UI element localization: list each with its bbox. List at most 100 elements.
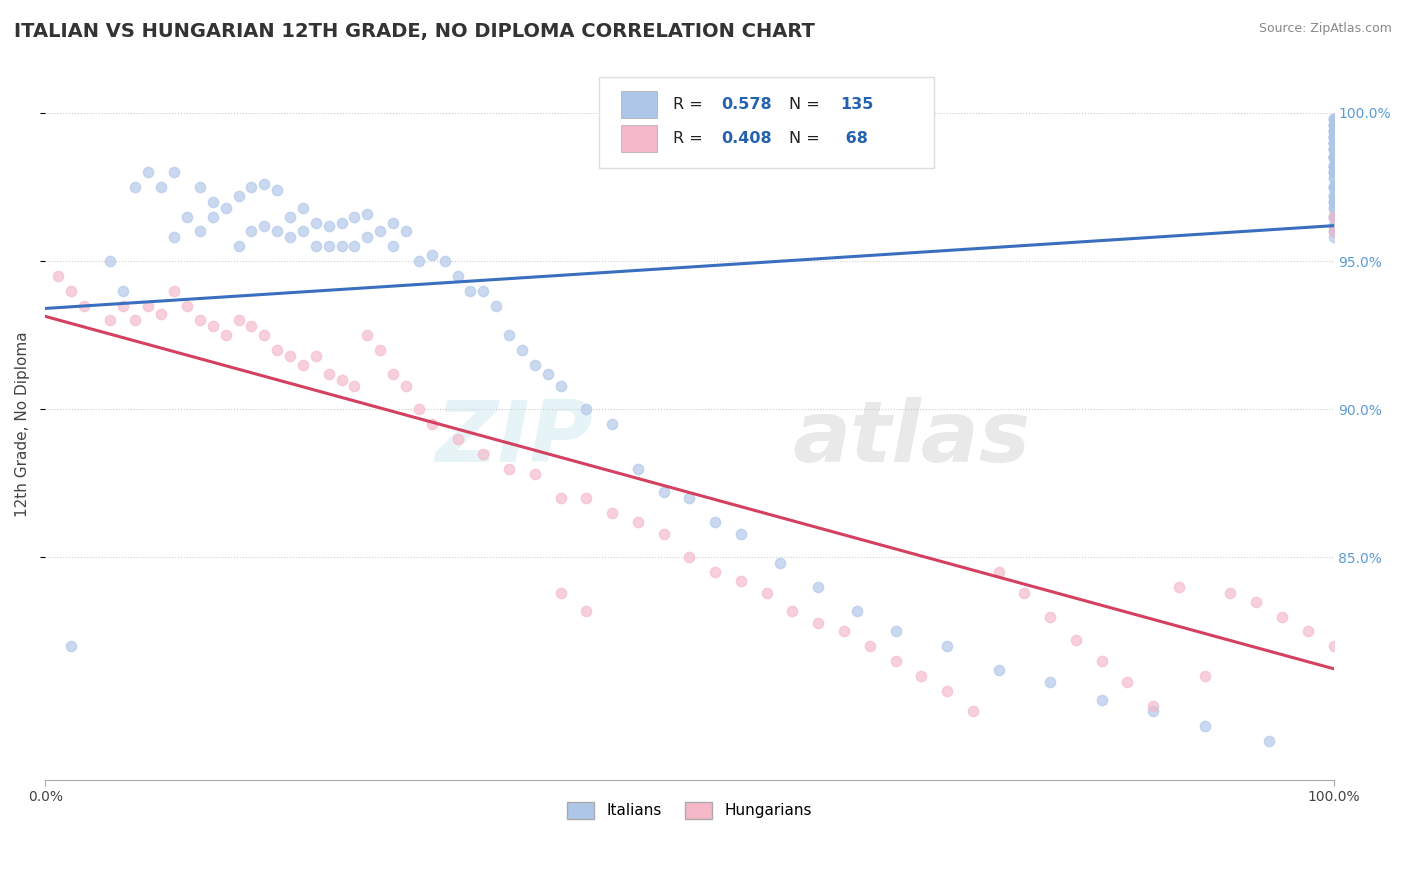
Point xyxy=(1322,171,1344,186)
Point xyxy=(1322,171,1344,186)
Point xyxy=(1194,719,1216,733)
Point xyxy=(343,210,366,224)
Point xyxy=(278,349,301,363)
Point xyxy=(1322,189,1344,203)
Point xyxy=(1322,124,1344,138)
Point xyxy=(1322,159,1344,173)
Point xyxy=(253,328,276,343)
Point xyxy=(575,604,598,618)
Point xyxy=(305,239,328,253)
Point xyxy=(188,313,211,327)
Point xyxy=(368,225,391,239)
Point xyxy=(188,180,211,194)
Point xyxy=(1322,141,1344,155)
Point xyxy=(253,177,276,191)
Point xyxy=(1322,129,1344,144)
Point xyxy=(291,225,314,239)
Point xyxy=(240,225,263,239)
Point xyxy=(1322,159,1344,173)
Point xyxy=(201,210,224,224)
Point xyxy=(1322,165,1344,179)
Point xyxy=(550,378,572,392)
Point xyxy=(253,219,276,233)
Point xyxy=(1322,118,1344,132)
Point xyxy=(537,367,560,381)
Y-axis label: 12th Grade, No Diploma: 12th Grade, No Diploma xyxy=(15,331,30,516)
Point xyxy=(111,299,134,313)
Point xyxy=(368,343,391,357)
Point xyxy=(1091,654,1114,668)
Point xyxy=(884,654,907,668)
Point xyxy=(1322,118,1344,132)
Point xyxy=(936,683,959,698)
Point xyxy=(420,248,443,262)
Point xyxy=(1014,586,1036,600)
Point xyxy=(460,284,482,298)
Point xyxy=(1322,201,1344,215)
Point xyxy=(1322,118,1344,132)
Point xyxy=(382,239,405,253)
Point xyxy=(1167,580,1189,594)
Point xyxy=(343,378,366,392)
Point xyxy=(523,358,546,372)
Point xyxy=(1322,141,1344,155)
Point xyxy=(730,526,752,541)
Point xyxy=(1322,180,1344,194)
Point xyxy=(1322,141,1344,155)
Point xyxy=(201,319,224,334)
Point xyxy=(1322,165,1344,179)
Point xyxy=(807,615,830,630)
Point xyxy=(278,210,301,224)
Point xyxy=(1142,698,1164,713)
Point xyxy=(176,299,198,313)
Point xyxy=(1322,230,1344,244)
Point xyxy=(936,640,959,654)
Point xyxy=(498,328,520,343)
FancyBboxPatch shape xyxy=(621,91,657,119)
Point xyxy=(176,210,198,224)
Point xyxy=(910,669,932,683)
Point xyxy=(678,550,700,565)
Point xyxy=(550,491,572,505)
Point xyxy=(124,180,146,194)
Point xyxy=(356,230,378,244)
Point xyxy=(60,640,83,654)
Point xyxy=(987,663,1010,677)
Point xyxy=(859,640,882,654)
Point xyxy=(550,586,572,600)
Point xyxy=(228,313,250,327)
Point xyxy=(318,219,340,233)
Point xyxy=(150,180,173,194)
Point xyxy=(472,447,495,461)
Point xyxy=(1322,150,1344,164)
Point xyxy=(1322,219,1344,233)
Point xyxy=(408,254,430,268)
Text: 0.408: 0.408 xyxy=(721,131,772,145)
Point xyxy=(884,624,907,639)
Point xyxy=(1322,225,1344,239)
Point xyxy=(1039,609,1062,624)
Point xyxy=(498,461,520,475)
Point xyxy=(1322,210,1344,224)
Point xyxy=(1322,194,1344,209)
Point xyxy=(1322,141,1344,155)
Point xyxy=(1322,136,1344,150)
Point xyxy=(1322,124,1344,138)
Point xyxy=(768,557,790,571)
Point xyxy=(278,230,301,244)
Point xyxy=(1244,595,1267,609)
Point xyxy=(1322,136,1344,150)
Point xyxy=(730,574,752,588)
Point xyxy=(1039,674,1062,689)
Point xyxy=(138,299,160,313)
Point xyxy=(1322,225,1344,239)
Point xyxy=(627,461,650,475)
Point xyxy=(1322,129,1344,144)
Point xyxy=(1322,189,1344,203)
Point xyxy=(1322,118,1344,132)
Point xyxy=(1322,165,1344,179)
Point xyxy=(98,254,121,268)
Text: atlas: atlas xyxy=(793,397,1031,480)
Point xyxy=(600,417,623,431)
Point xyxy=(138,165,160,179)
